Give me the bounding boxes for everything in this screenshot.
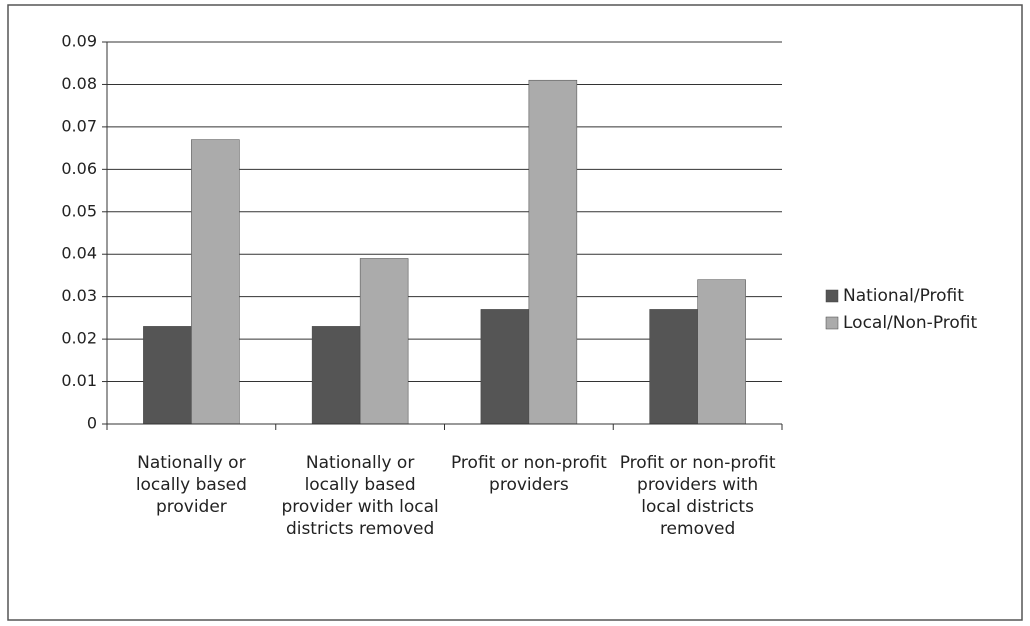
bar xyxy=(697,279,746,425)
y-tick-label: 0.05 xyxy=(61,201,97,220)
bar xyxy=(480,309,530,425)
legend-label: Local/Non-Profit xyxy=(843,313,977,333)
legend-swatch xyxy=(825,289,839,303)
bar xyxy=(359,258,409,425)
bar xyxy=(191,139,240,425)
y-tick-label: 0.04 xyxy=(61,244,97,263)
bar xyxy=(311,326,361,425)
chart-frame xyxy=(7,4,1023,621)
y-tick-label: 0.06 xyxy=(61,159,97,178)
y-tick-label: 0.08 xyxy=(61,74,97,93)
bar xyxy=(143,326,192,425)
x-tick-label: Nationally or locally based provider xyxy=(135,453,247,517)
x-tick-label: Profit or non-profit providers xyxy=(450,453,607,495)
legend-label: National/Profit xyxy=(843,286,964,306)
x-tick-label: Profit or non-profit providers with loca… xyxy=(619,453,776,539)
legend-swatch xyxy=(825,316,839,330)
y-tick-label: 0.03 xyxy=(61,286,97,305)
y-tick-label: 0.02 xyxy=(61,329,97,348)
bar xyxy=(528,79,578,425)
y-tick-label: 0.09 xyxy=(61,32,97,51)
bar xyxy=(649,309,698,425)
y-tick-label: 0.07 xyxy=(61,116,97,135)
y-tick-label: 0 xyxy=(87,414,97,433)
y-tick-label: 0.01 xyxy=(61,371,97,390)
x-tick-label: Nationally or locally based provider wit… xyxy=(281,453,439,539)
